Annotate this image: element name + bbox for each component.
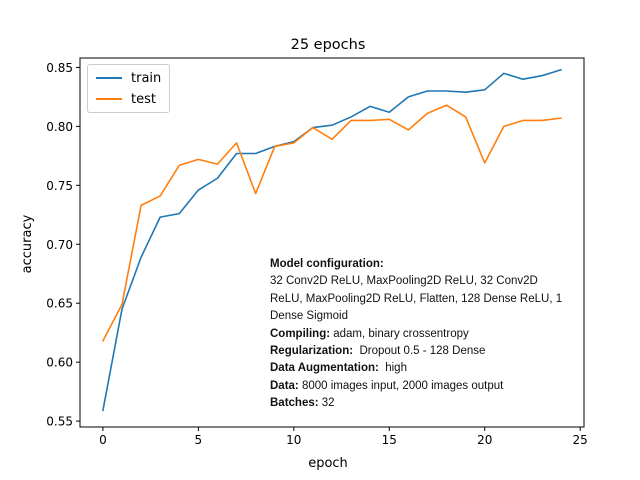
annotation-line: Compiling: adam, binary crossentropy (270, 326, 575, 343)
model-config-annotation: Model configuration: 32 Conv2D ReLU, Max… (270, 256, 575, 413)
annotation-value: adam, binary crossentropy (330, 327, 469, 340)
x-tick-label: 20 (477, 433, 492, 447)
annotation-line: ReLU, MaxPooling2D ReLU, Flatten, 128 De… (270, 291, 575, 308)
x-tick-label: 0 (99, 433, 107, 447)
annotation-label: Regularization: (270, 345, 354, 358)
legend-swatch-train (96, 77, 122, 79)
annotation-line: Batches: 32 (270, 395, 575, 412)
plot-frame (79, 57, 585, 428)
chart-title: 25 epochs (291, 37, 366, 53)
annotation-label: Compiling: (270, 327, 331, 340)
legend-label-train: train (131, 70, 162, 86)
annotation-line: 32 Conv2D ReLU, MaxPooling2D ReLU, 32 Co… (270, 273, 575, 290)
annotation-line: Data Augmentation: high (270, 360, 575, 377)
annotation-label: Batches: (270, 397, 319, 410)
series-line-test (102, 104, 562, 342)
annotation-value: Dropout 0.5 - 128 Dense (353, 345, 486, 358)
x-tick-label: 5 (195, 433, 203, 447)
x-tick-label: 15 (382, 433, 397, 447)
legend-swatch-test (96, 98, 122, 100)
annotation-line: Dense Sigmoid (270, 308, 575, 325)
annotation-value: Dense Sigmoid (270, 310, 348, 323)
annotation-label: Data Augmentation: (270, 362, 379, 375)
annotation-line: Regularization: Dropout 0.5 - 128 Dense (270, 343, 575, 360)
annotation-value: 32 (318, 397, 335, 410)
annotation-value: ReLU, MaxPooling2D ReLU, Flatten, 128 De… (270, 292, 563, 305)
legend-label-test: test (131, 91, 156, 107)
annotation-line: Data: 8000 images input, 2000 images out… (270, 378, 575, 395)
annotation-value: high (378, 362, 407, 375)
y-tick-label: 0.70 (46, 238, 73, 252)
annotation-label: Data: (270, 379, 299, 392)
chart-legend: train test (87, 64, 170, 113)
y-tick-label: 0.80 (46, 120, 73, 134)
x-axis-label: epoch (308, 456, 348, 471)
plot-area: 0 5 10 15 20 25 0.55 0.60 0.65 0.70 0.75 0.80 0.85 (46, 57, 588, 447)
annotation-line: Model configuration: (270, 256, 575, 273)
y-tick-label: 0.65 (46, 297, 73, 311)
x-tick-label: 25 (573, 433, 588, 447)
y-axis-label: accuracy (20, 214, 35, 273)
annotation-value: 8000 images input, 2000 images output (298, 379, 504, 392)
y-tick-label: 0.55 (46, 415, 73, 429)
y-tick-label: 0.85 (46, 61, 73, 75)
y-tick-label: 0.75 (46, 179, 73, 193)
y-tick-label: 0.60 (46, 356, 73, 370)
annotation-label: Model configuration: (270, 258, 384, 270)
legend-item-train: train (96, 69, 161, 87)
annotation-value: 32 Conv2D ReLU, MaxPooling2D ReLU, 32 Co… (270, 275, 538, 288)
x-tick-label: 10 (286, 433, 301, 447)
legend-item-test: test (96, 90, 156, 108)
series-line-train (102, 68, 562, 412)
